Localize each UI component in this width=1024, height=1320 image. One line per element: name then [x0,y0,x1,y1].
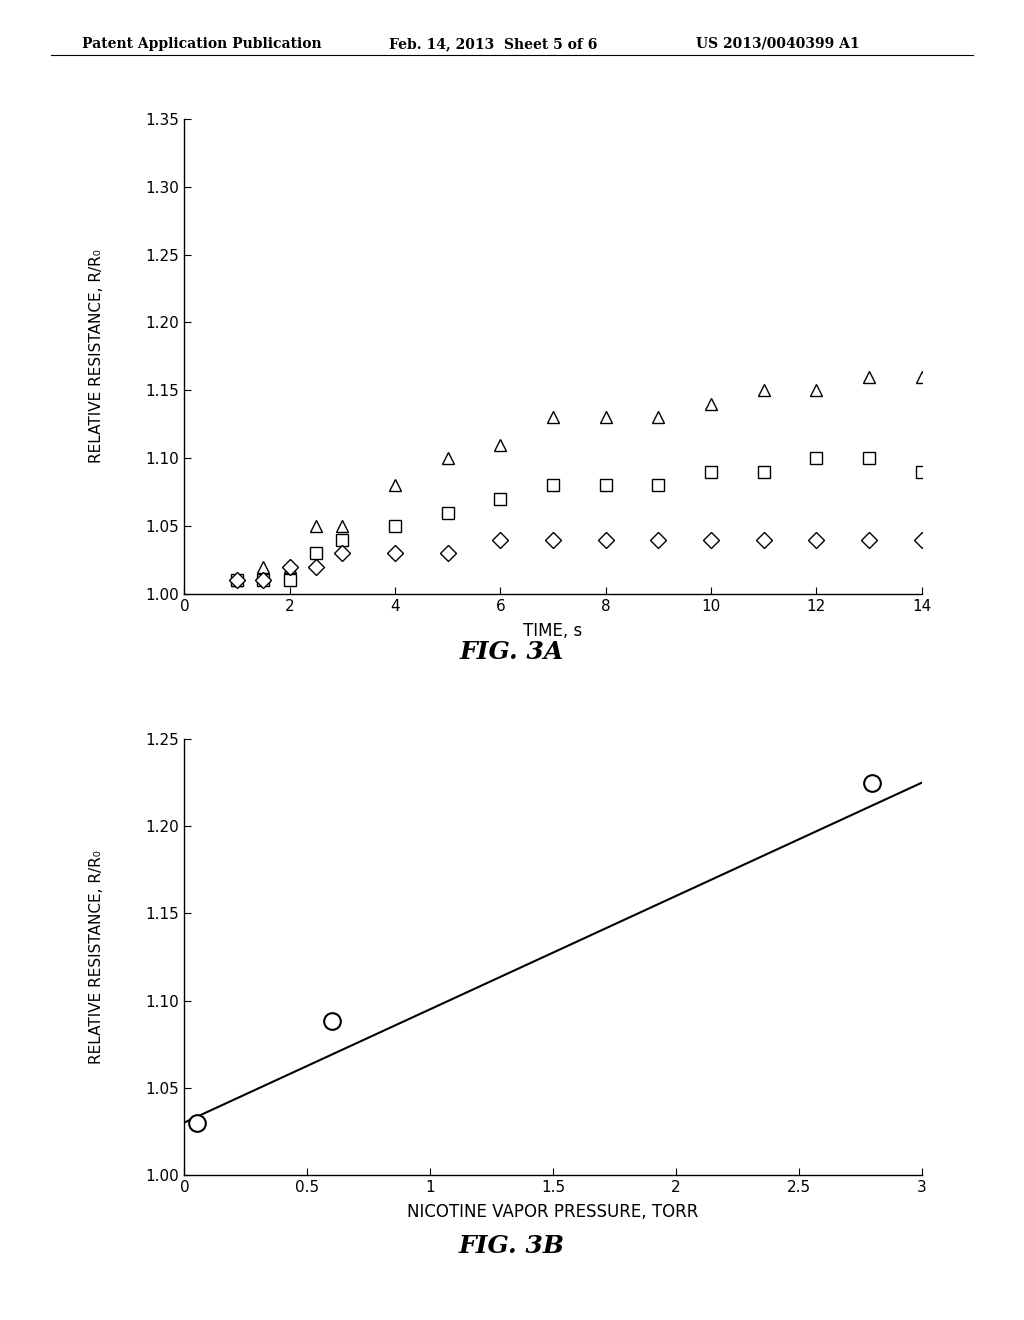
Text: Patent Application Publication: Patent Application Publication [82,37,322,51]
Y-axis label: RELATIVE RESISTANCE, R/R₀: RELATIVE RESISTANCE, R/R₀ [89,850,104,1064]
Text: FIG. 3B: FIG. 3B [459,1234,565,1258]
Text: Feb. 14, 2013  Sheet 5 of 6: Feb. 14, 2013 Sheet 5 of 6 [389,37,597,51]
Text: FIG. 3A: FIG. 3A [460,640,564,664]
X-axis label: TIME, s: TIME, s [523,622,583,640]
X-axis label: NICOTINE VAPOR PRESSURE, TORR: NICOTINE VAPOR PRESSURE, TORR [408,1203,698,1221]
Text: US 2013/0040399 A1: US 2013/0040399 A1 [696,37,860,51]
Y-axis label: RELATIVE RESISTANCE, R/R₀: RELATIVE RESISTANCE, R/R₀ [89,249,103,463]
